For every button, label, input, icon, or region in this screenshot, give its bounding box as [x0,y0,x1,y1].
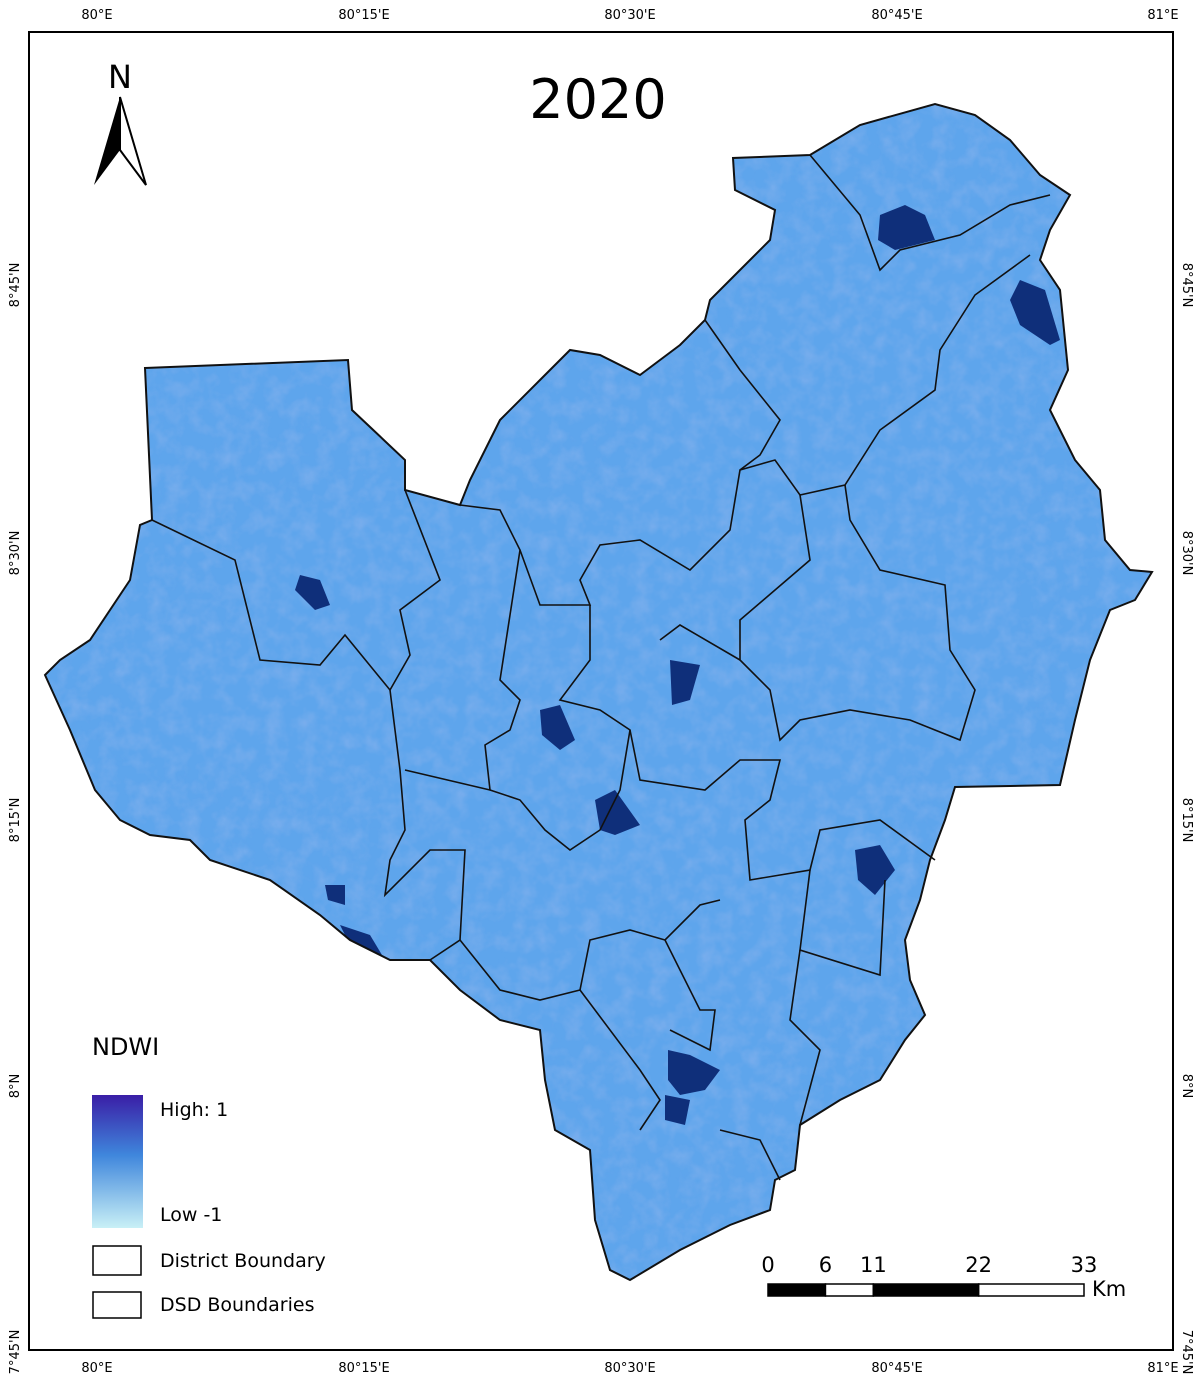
legend-title: NDWI [92,1033,159,1061]
scale-tick-label: 33 [1071,1253,1098,1277]
lat-label: 8°N [8,1074,23,1099]
scale-tick-label: 22 [965,1253,992,1277]
lon-label: 80°E [81,1361,112,1376]
lon-label: 80°45'E [871,1361,922,1376]
lat-label: 8°30'N [8,531,23,576]
legend-item: DSD Boundaries [160,1294,315,1316]
legend: NDWI High: 1 Low -1 District Boundary DS… [92,1033,326,1319]
graticule-labels: 80°E 80°E 80°15'E 80°15'E 80°30'E 80°30'E 80°4… [8,8,1194,1376]
lon-label: 81°E [1147,8,1178,23]
scale-tick-label: 11 [860,1253,887,1277]
scale-segment [872,1283,980,1297]
dsd-boundaries [151,154,1051,1181]
north-label: N [108,58,132,96]
lat-label: 8°45'N [8,263,23,308]
lat-label: 7°45'N [8,1330,23,1375]
lat-label: 8°N [1179,1074,1194,1099]
lat-label: 7°45'N [1179,1330,1194,1375]
legend-high: High: 1 [160,1099,228,1121]
lon-label: 81°E [1147,1361,1178,1376]
north-arrow: N [94,58,147,186]
scale-tick-label: 0 [761,1253,774,1277]
legend-ramp [92,1095,143,1228]
map-frame [28,31,1174,1351]
legend-low: Low -1 [160,1204,222,1226]
legend-swatch [92,1291,142,1319]
lon-label: 80°E [81,8,112,23]
lat-label: 8°45'N [1179,263,1194,308]
lon-label: 80°15'E [338,1361,389,1376]
legend-item: District Boundary [160,1250,326,1272]
scale-segment [977,1283,1085,1297]
lon-label: 80°30'E [604,8,655,23]
lon-label: 80°15'E [338,8,389,23]
scale-tick-label: 6 [819,1253,832,1277]
legend-swatch [92,1245,142,1276]
scale-segment [767,1283,827,1297]
lon-label: 80°45'E [871,8,922,23]
lat-label: 8°15'N [8,798,23,843]
scale-segment [824,1283,875,1297]
lat-label: 8°30'N [1179,531,1194,576]
lat-label: 8°15'N [1179,798,1194,843]
lon-label: 80°30'E [604,1361,655,1376]
scale-unit: Km [1092,1277,1126,1301]
map-title: 2020 [529,68,666,131]
